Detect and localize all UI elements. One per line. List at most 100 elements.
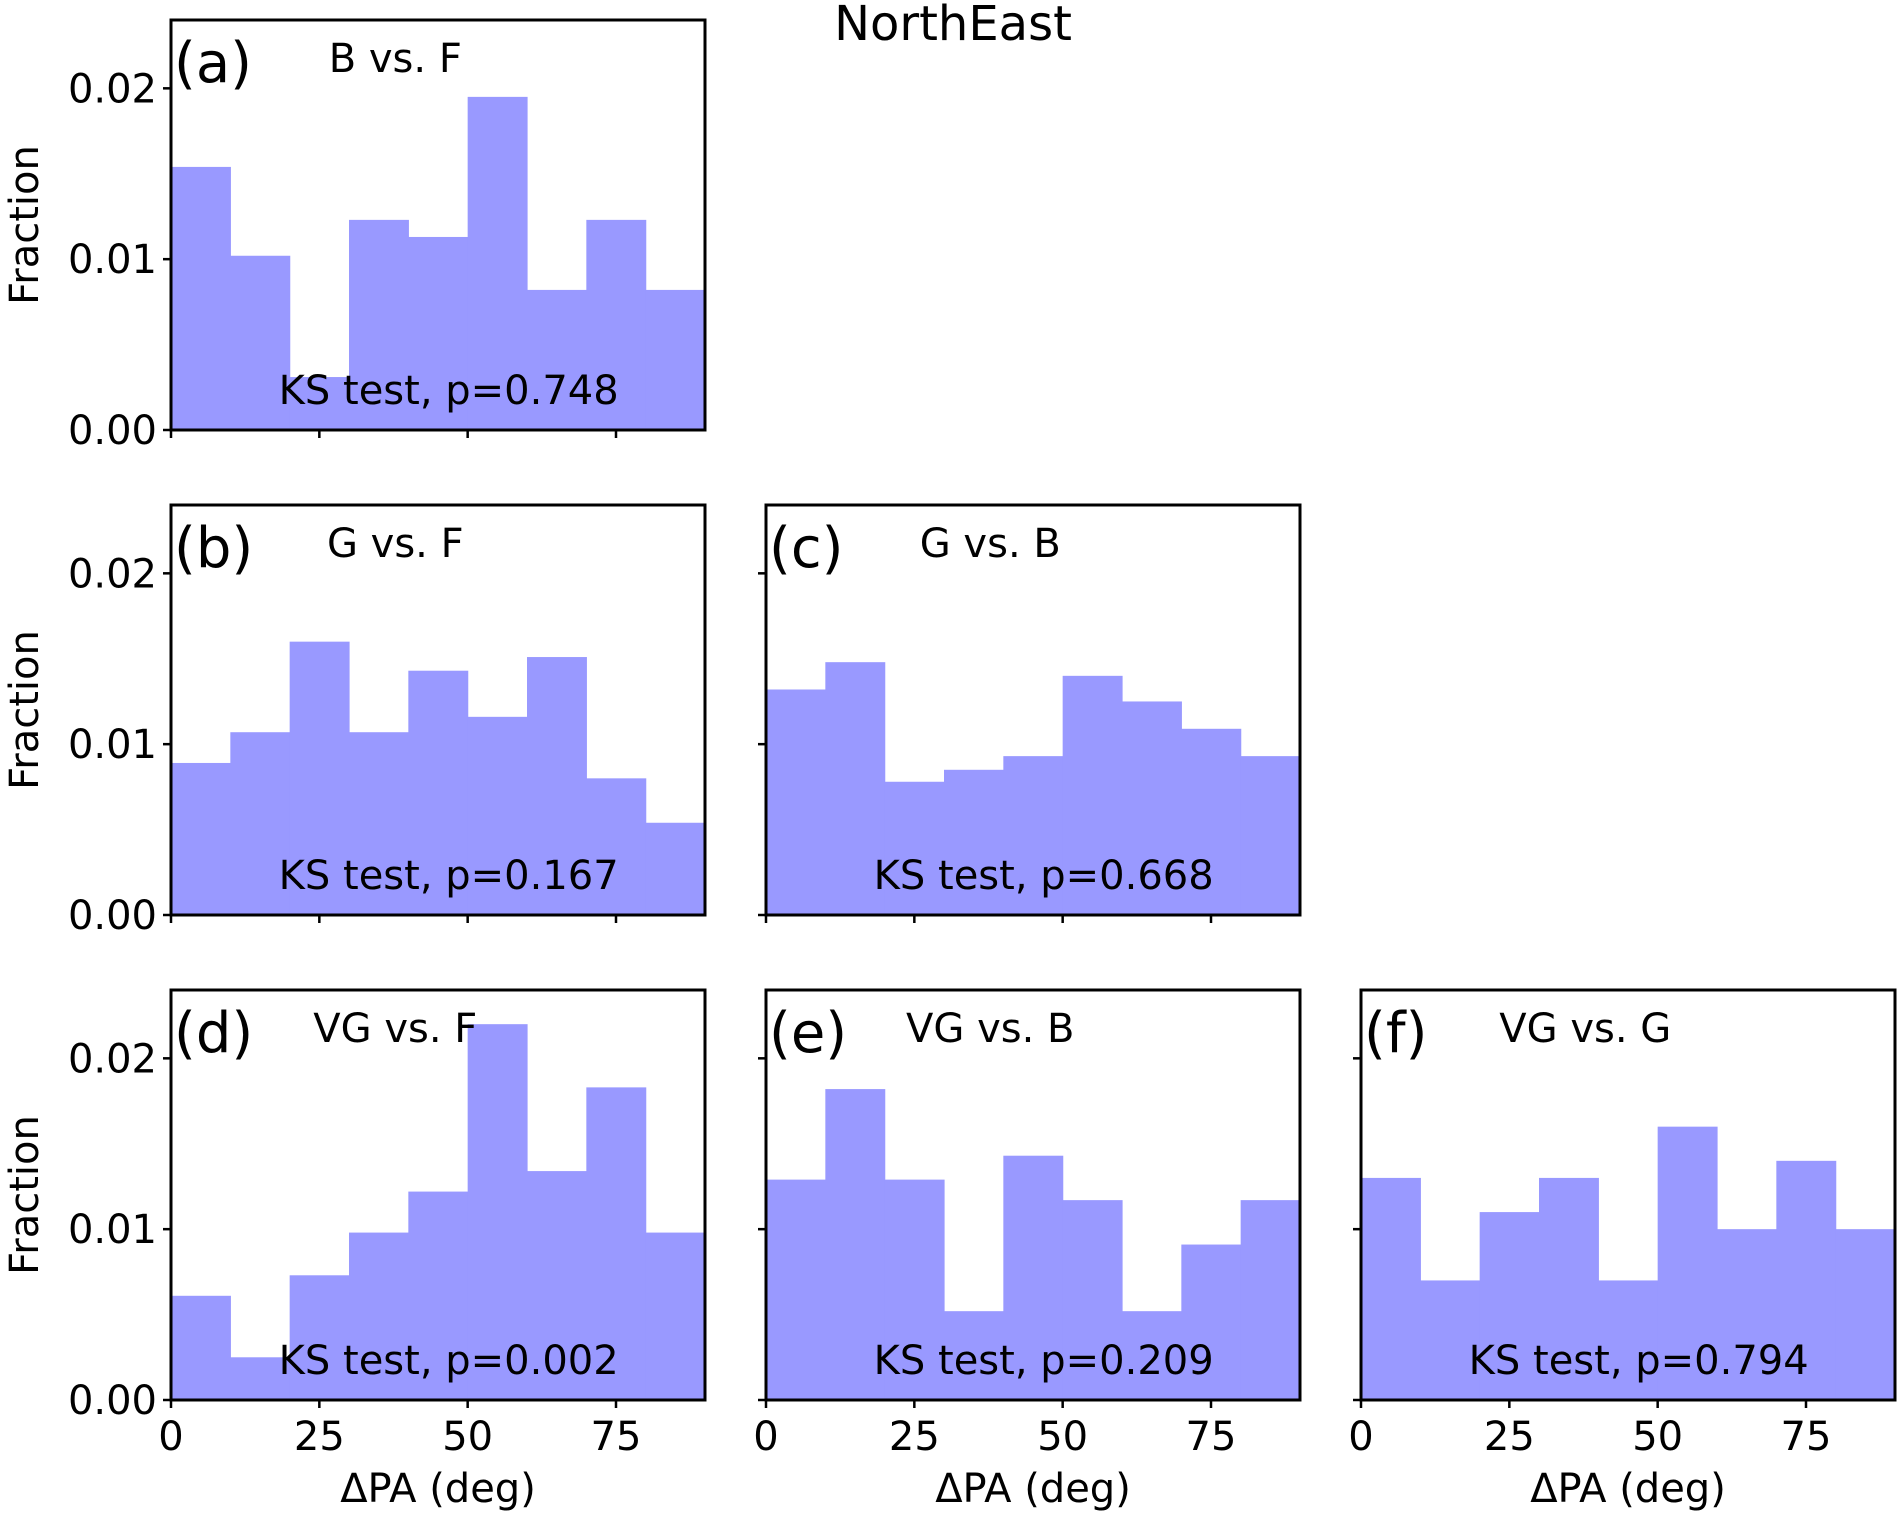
histogram-bar xyxy=(645,1232,706,1400)
histogram-bar xyxy=(944,769,1004,915)
histogram-bar xyxy=(1361,1177,1421,1400)
x-axis-label: ΔPA (deg) xyxy=(935,1466,1131,1512)
histogram-bar xyxy=(1479,1212,1540,1400)
panel-b: 0.00 0.01 0.02 (b) G vs. F KS test, p=0.167 Fr… xyxy=(2,503,707,939)
histogram-bar xyxy=(1240,756,1301,915)
histogram-bar xyxy=(825,662,886,915)
ks-test-annotation: KS test, p=0.209 xyxy=(874,1338,1214,1384)
x-tick-label: 25 xyxy=(1484,1414,1535,1460)
y-tick-label: 0.00 xyxy=(68,1378,157,1424)
x-axis-label: ΔPA (deg) xyxy=(340,1466,536,1512)
histogram-bar xyxy=(766,689,826,915)
panel-label: (c) xyxy=(769,516,843,581)
histogram-bar xyxy=(1776,1160,1837,1400)
x-tick-label: 75 xyxy=(1186,1414,1237,1460)
y-axis-label: Fraction xyxy=(2,1115,48,1275)
x-tick-label: 50 xyxy=(1632,1414,1683,1460)
histogram-bar xyxy=(1717,1229,1777,1400)
ks-test-annotation: KS test, p=0.167 xyxy=(279,853,619,899)
axes-frame xyxy=(1359,988,1897,1402)
histogram-bar xyxy=(1539,1177,1599,1400)
x-tick-label: 25 xyxy=(294,1414,345,1460)
histogram-bar xyxy=(1122,701,1182,915)
panel-label: (f) xyxy=(1364,1001,1427,1066)
panel-label: (b) xyxy=(174,516,253,581)
panel-d: 0 25 50 75 0.00 0.01 0.02 (d) VG vs. F KS test, p… xyxy=(2,988,707,1512)
histogram-bar xyxy=(467,96,528,430)
histogram-bar xyxy=(171,762,231,915)
histogram-bar xyxy=(171,166,231,430)
y-tick-label: 0.01 xyxy=(68,1207,157,1253)
x-tick-label: 50 xyxy=(442,1414,493,1460)
axes-frame xyxy=(169,18,707,432)
histogram-bar xyxy=(1062,675,1123,915)
ks-test-annotation: KS test, p=0.794 xyxy=(1469,1338,1809,1384)
ks-test-annotation: KS test, p=0.668 xyxy=(874,853,1214,899)
panel-title: VG vs. B xyxy=(906,1006,1074,1052)
histogram-bar xyxy=(1122,1311,1182,1400)
histogram-bar xyxy=(289,1275,350,1400)
histogram-bar xyxy=(645,289,706,430)
histogram-bar xyxy=(289,641,350,915)
axes-frame xyxy=(764,988,1302,1402)
histogram-bar xyxy=(766,1179,826,1400)
histogram-bar xyxy=(408,670,469,915)
x-axis-label: ΔPA (deg) xyxy=(1530,1466,1726,1512)
panel-label: (e) xyxy=(769,1001,847,1066)
panel-c: (c) G vs. B KS test, p=0.668 xyxy=(758,503,1302,923)
histogram-bar xyxy=(408,1191,469,1400)
axes-frame xyxy=(169,503,707,917)
panels: 0.00 0.01 0.02 (a) B vs. F KS test, p=0.748 Fr… xyxy=(2,18,1897,1512)
histogram-bar xyxy=(467,716,528,915)
y-tick-label: 0.02 xyxy=(68,66,157,112)
x-tick-label: 0 xyxy=(1348,1414,1373,1460)
x-tick-label: 0 xyxy=(158,1414,183,1460)
histogram-bar xyxy=(1240,1200,1301,1400)
y-tick-label: 0.01 xyxy=(68,722,157,768)
y-tick-label: 0.02 xyxy=(68,1036,157,1082)
panel-a: 0.00 0.01 0.02 (a) B vs. F KS test, p=0.748 Fr… xyxy=(2,18,707,454)
x-tick-label: 25 xyxy=(889,1414,940,1460)
x-tick-label: 0 xyxy=(753,1414,778,1460)
panel-e: 0 25 50 75 (e) VG vs. B KS test, p=0.209 ΔPA (d… xyxy=(753,988,1302,1512)
y-tick-label: 0.01 xyxy=(68,237,157,283)
histogram-bar xyxy=(586,778,647,915)
histogram-bar xyxy=(1181,728,1242,915)
panel-title: B vs. F xyxy=(329,36,462,82)
ks-test-annotation: KS test, p=0.748 xyxy=(279,368,619,414)
histogram-bar xyxy=(349,1232,409,1400)
histogram-bar xyxy=(586,219,647,430)
panel-title: VG vs. F xyxy=(313,1006,477,1052)
histogram-bar xyxy=(171,1295,231,1400)
x-tick-label: 50 xyxy=(1037,1414,1088,1460)
y-axis-label: Fraction xyxy=(2,145,48,305)
histogram-bar xyxy=(467,1024,528,1400)
axes-frame xyxy=(169,988,707,1402)
y-tick-label: 0.00 xyxy=(68,893,157,939)
histogram-bar xyxy=(1598,1280,1659,1400)
histogram-bar xyxy=(1062,1200,1123,1400)
panel-label: (a) xyxy=(174,31,252,96)
histogram-bar xyxy=(527,289,587,430)
histogram-bar xyxy=(1181,1244,1242,1400)
ks-test-annotation: KS test, p=0.002 xyxy=(279,1338,619,1384)
figure-title: NorthEast xyxy=(834,0,1072,52)
histogram-bar xyxy=(1657,1126,1718,1400)
panel-title: G vs. B xyxy=(920,521,1061,567)
panel-title: VG vs. G xyxy=(1499,1006,1671,1052)
histogram-bar xyxy=(230,732,291,915)
histogram-bar xyxy=(1420,1280,1481,1400)
x-tick-label: 75 xyxy=(1781,1414,1832,1460)
histogram-bar xyxy=(1835,1229,1896,1400)
histogram-bar xyxy=(527,657,587,915)
histogram-bar xyxy=(825,1089,886,1400)
histogram-bar xyxy=(289,377,350,430)
panel-label: (d) xyxy=(174,1001,253,1066)
x-tick-label: 75 xyxy=(591,1414,642,1460)
histogram-bar xyxy=(884,1179,945,1400)
histogram-bar xyxy=(586,1087,647,1400)
histogram-bar xyxy=(884,781,945,915)
panel-title: G vs. F xyxy=(327,521,464,567)
histogram-bar xyxy=(645,822,706,915)
